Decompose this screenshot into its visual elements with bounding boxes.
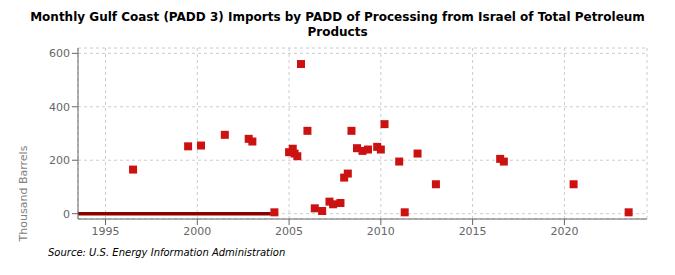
svg-text:2020: 2020 [550, 225, 578, 238]
svg-text:2000: 2000 [183, 225, 211, 238]
html-text:Monthly Gulf Coast (PADD 3) Im: Monthly Gulf Coast (PADD 3) Imports by P… [30, 10, 645, 39]
html-text:Source: U.S. Energy Informatio: Source: U.S. Energy Information Administ… [48, 247, 286, 258]
svg-text:2015: 2015 [459, 225, 487, 238]
svg-text:200: 200 [49, 154, 70, 167]
svg-text:2005: 2005 [275, 225, 303, 238]
svg-text:600: 600 [49, 47, 70, 60]
svg-text:0: 0 [63, 208, 70, 221]
svg-text:Thousand Barrels: Thousand Barrels [17, 145, 30, 242]
svg-text:1995: 1995 [92, 225, 120, 238]
svg-text:2010: 2010 [367, 225, 395, 238]
svg-text:400: 400 [49, 101, 70, 114]
